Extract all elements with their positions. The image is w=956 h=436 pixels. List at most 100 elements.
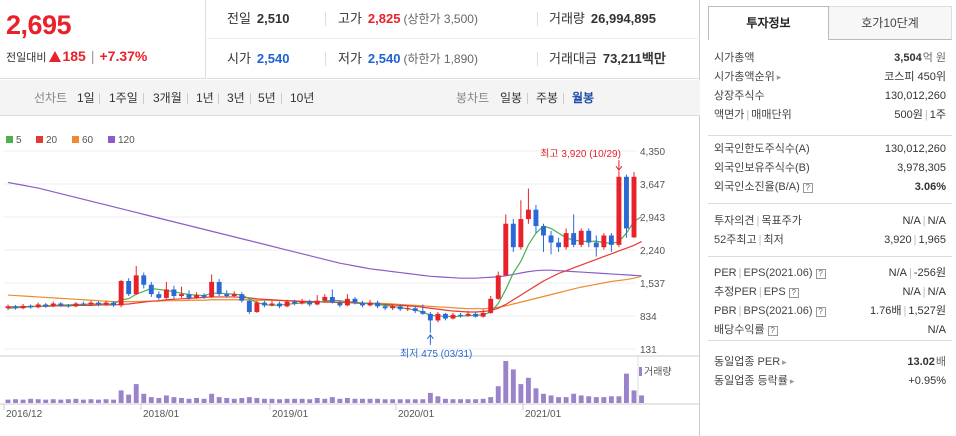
period-1d-button[interactable]: 1일 <box>77 91 95 105</box>
legend-label: 5 <box>16 135 22 146</box>
week52-low-label: 최저 <box>763 234 784 246</box>
chevron-right-icon[interactable]: ▸ <box>782 357 787 367</box>
industry-per-value-wrap: 13.02배 <box>907 354 946 371</box>
prev-close-label: 전일 <box>227 11 251 26</box>
candle-body <box>503 223 509 276</box>
stock-main-panel: 2,695 전일대비 185 | +7.37% 전일 2,510 고가 2,825 (상한가… <box>0 0 700 436</box>
candle-daily-button[interactable]: 일봉 <box>500 91 523 105</box>
foreign-hold-value: 3,978,305 <box>897 162 946 174</box>
tab-order-book[interactable]: 호가10단계 <box>829 6 952 40</box>
divider <box>325 52 326 66</box>
volume-bar <box>480 398 486 403</box>
volume-legend-swatch <box>639 367 642 376</box>
week52-label-wrap: 52주최고 | 최저 <box>714 234 784 246</box>
candle-body <box>284 301 290 307</box>
volume-bar <box>344 397 350 403</box>
candle-body <box>563 233 569 248</box>
candle-body <box>141 275 147 285</box>
price-chart[interactable]: 5 20 60 120 4,350 3,647 2,943 2,240 1,537 834 131 2… <box>0 117 700 436</box>
info-tabs: 투자정보 호가10단계 <box>708 6 952 40</box>
candle-body <box>624 176 629 229</box>
volume-label: 거래량 <box>644 366 672 378</box>
low-cell: 저가 2,540 (하한가 1,890) <box>338 40 478 79</box>
candle-body <box>224 294 230 297</box>
help-icon[interactable]: ? <box>767 326 778 336</box>
amount-unit: 백만 <box>641 51 666 66</box>
volume-bar <box>608 396 614 403</box>
candle-body <box>337 302 343 306</box>
volume-bar <box>639 395 644 403</box>
candle-body <box>111 302 117 306</box>
valuation-section: PER | EPS(2021.06)? N/A | -256원 추정PER | EPS? N… <box>708 258 952 341</box>
candle-body <box>20 305 26 309</box>
divider <box>537 12 538 26</box>
market-rank-row: 시가총액순위 ▸ 코스피 450위 <box>708 69 952 86</box>
chevron-right-icon[interactable]: ▸ <box>776 72 782 82</box>
candle-body <box>352 298 358 303</box>
volume-bar <box>624 373 629 403</box>
candle-body <box>450 314 456 319</box>
candlestick-chart-svg[interactable]: 5 20 60 120 4,350 3,647 2,943 2,240 1,537 834 131 2… <box>0 117 700 436</box>
volume-bar <box>292 398 298 403</box>
volume-bar <box>458 399 463 403</box>
candle-weekly-button[interactable]: 주봉 <box>536 91 559 105</box>
candle-body <box>239 294 245 301</box>
chevron-right-icon[interactable]: ▸ <box>789 376 795 386</box>
candle-body <box>329 296 335 303</box>
par-value-label: 액면가 <box>714 109 745 121</box>
investment-info-panel: 투자정보 호가10단계 시가총액 3,504억 원 시가총액순위 ▸ 코스피 45… <box>708 6 952 432</box>
divider <box>537 52 538 66</box>
per-eps-label-wrap: PER | EPS(2021.06)? <box>714 265 826 282</box>
volume-bar <box>58 399 64 403</box>
volume-bar <box>427 392 433 403</box>
lower-limit: (하한가 1,890) <box>403 52 478 66</box>
candle-body <box>412 308 418 312</box>
period-3m-button[interactable]: 3개월 <box>153 91 182 105</box>
pbr-bps-row: PBR | BPS(2021.06)? 1.76배 | 1,527원 <box>708 303 952 320</box>
volume-bar <box>209 393 215 403</box>
help-icon[interactable]: ? <box>788 288 799 298</box>
candle-monthly-button[interactable]: 월봉 <box>572 91 595 105</box>
price-change-row: 전일대비 185 | +7.37% <box>6 48 147 65</box>
period-1w-button[interactable]: 1주일 <box>109 91 138 105</box>
market-cap-value: 3,504 <box>894 52 922 64</box>
period-3y-button[interactable]: 3년 <box>227 91 245 105</box>
candle-body <box>209 281 215 297</box>
volume-bar <box>133 384 139 403</box>
market-rank-value: 코스피 450위 <box>884 71 946 83</box>
price-change-percent: +7.37% <box>99 48 148 64</box>
help-icon[interactable]: ? <box>815 269 826 279</box>
volume-bar <box>322 398 328 403</box>
ma120-line <box>7 181 642 279</box>
legend-swatch <box>6 136 13 143</box>
candle-body <box>367 302 373 306</box>
candle-body <box>473 313 479 317</box>
industry-change-label-wrap: 동일업종 등락률 ▸ <box>714 373 794 390</box>
tab-investment-info[interactable]: 투자정보 <box>708 6 829 40</box>
volume-bar <box>518 384 524 403</box>
candle-body <box>261 302 267 306</box>
x-tick-label: 2019/01 <box>272 409 309 420</box>
volume-cell: 거래량 26,994,895 <box>549 0 656 39</box>
period-5y-button[interactable]: 5년 <box>258 91 276 105</box>
volume-bar <box>156 397 162 403</box>
divider <box>281 93 282 104</box>
industry-per-value: 13.02 <box>907 356 935 368</box>
volume-bar <box>103 399 109 403</box>
volume-bar <box>360 398 365 403</box>
period-1y-button[interactable]: 1년 <box>196 91 214 105</box>
low-annotation: 최저 475 (03/31) <box>400 348 472 360</box>
help-icon[interactable]: ? <box>815 307 826 317</box>
price-change: 185 <box>62 48 86 64</box>
period-10y-button[interactable]: 10년 <box>290 91 315 105</box>
candle-chart-label: 봉차트 <box>456 91 490 105</box>
high-arrow-head <box>615 165 623 172</box>
x-tick-label: 2016/12 <box>6 409 43 420</box>
volume-bar <box>586 396 592 403</box>
volume-bar <box>28 398 34 403</box>
open-cell: 시가 2,540 <box>227 40 289 79</box>
legend-swatch <box>36 136 43 143</box>
current-price-box: 2,695 전일대비 185 | +7.37% <box>0 0 206 79</box>
help-icon[interactable]: ? <box>802 183 813 193</box>
volume-bar <box>473 399 479 403</box>
